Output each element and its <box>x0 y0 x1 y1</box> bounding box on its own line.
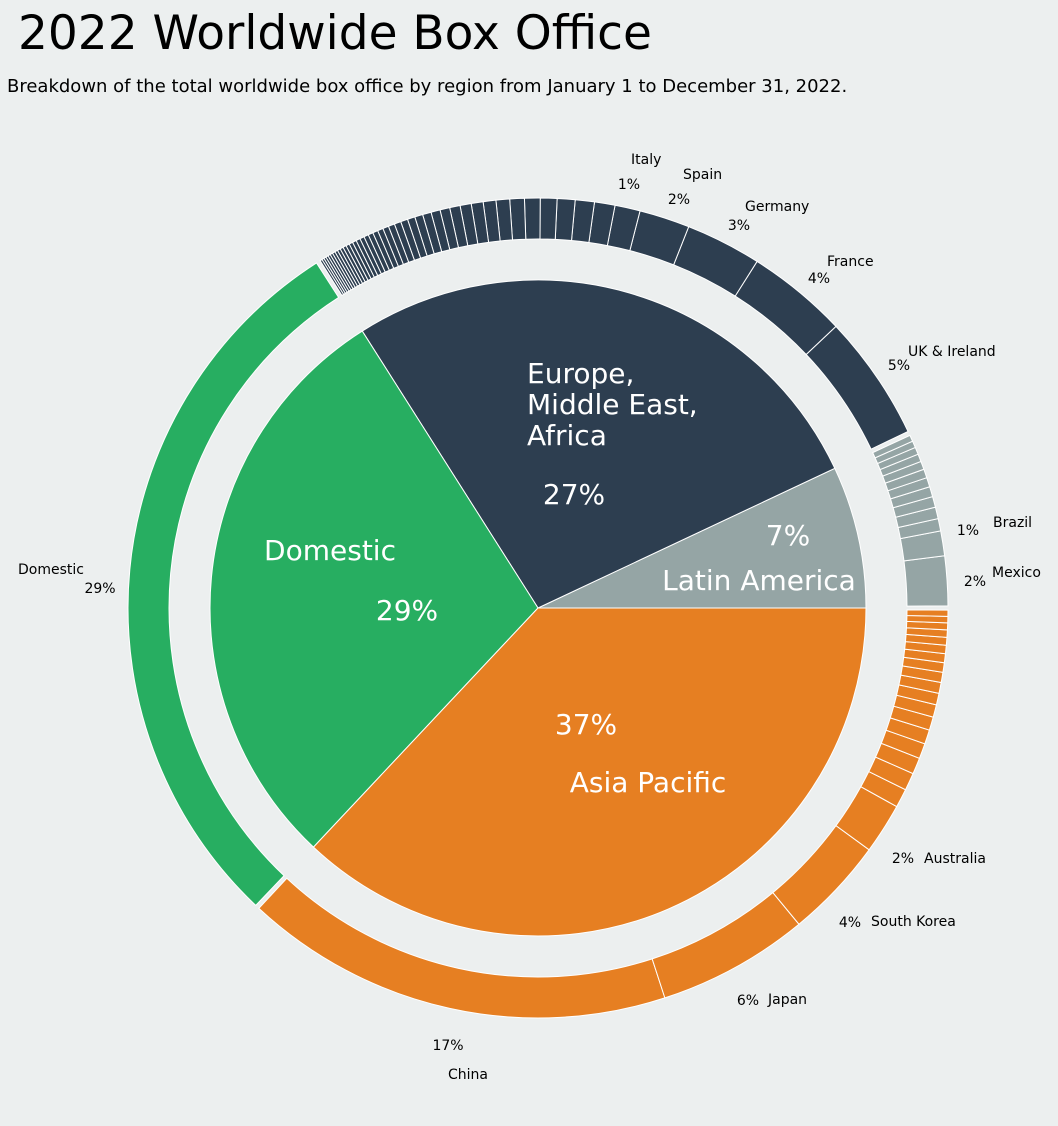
inner-wedge-domestic <box>209 330 539 848</box>
outer-segment-south-korea <box>772 824 870 925</box>
outer-pct-australia: 2% <box>892 851 914 867</box>
outer-segment-europe-middle-east-africa-other-4 <box>539 197 558 240</box>
outer-name-france: France <box>827 254 874 270</box>
inner-pct-latin-america: 7% <box>766 519 810 552</box>
outer-segment-europe-middle-east-africa-other-40 <box>319 258 345 297</box>
outer-name-china: China <box>448 1067 488 1083</box>
outer-pct-spain: 2% <box>668 192 690 208</box>
outer-name-domestic: Domestic <box>18 562 84 578</box>
inner-name-europe-middle-east-africa-0: Europe, <box>527 357 634 390</box>
outer-name-mexico: Mexico <box>992 565 1041 581</box>
outer-pct-italy: 1% <box>618 177 640 193</box>
inner-pie <box>209 279 867 937</box>
outer-pct-china: 17% <box>432 1038 463 1054</box>
inner-wedge-latin-america <box>537 467 867 609</box>
outer-segment-domestic <box>127 262 340 907</box>
outer-name-australia: Australia <box>924 851 986 867</box>
outer-name-germany: Germany <box>745 199 809 215</box>
outer-segment-japan <box>651 891 800 999</box>
inner-pct-domestic: 29% <box>376 594 438 627</box>
outer-segment-latin-america-other-11 <box>872 434 914 459</box>
outer-name-south-korea: South Korea <box>871 914 956 930</box>
outer-pct-brazil: 1% <box>957 523 979 539</box>
inner-name-domestic: Domestic <box>264 534 396 567</box>
inner-name-latin-america: Latin America <box>662 564 856 597</box>
outer-pct-south-korea: 4% <box>839 915 861 931</box>
inner-name-europe-middle-east-africa-2: Africa <box>527 419 607 452</box>
outer-segment-europe-middle-east-africa-other-3 <box>554 197 576 242</box>
chart-subtitle: Breakdown of the total worldwide box off… <box>7 76 848 97</box>
outer-name-japan: Japan <box>767 992 807 1008</box>
inner-wedge-asia-pacific <box>312 607 867 937</box>
outer-name-uk-ireland: UK & Ireland <box>908 344 996 360</box>
outer-name-brazil: Brazil <box>993 515 1032 531</box>
outer-pct-mexico: 2% <box>964 574 986 590</box>
outer-pct-uk-ireland: 5% <box>888 358 910 374</box>
inner-pct-asia-pacific: 37% <box>555 708 617 741</box>
outer-pct-japan: 6% <box>737 993 759 1009</box>
inner-name-europe-middle-east-africa-1: Middle East, <box>527 388 698 421</box>
outer-segment-asia-pacific-other-18 <box>906 609 949 617</box>
inner-pct-europe-middle-east-africa: 27% <box>543 478 605 511</box>
outer-segment-uk-ireland <box>805 325 909 450</box>
outer-pct-france: 4% <box>808 271 830 287</box>
inner-wedge-europe-middle-east-africa <box>361 279 836 609</box>
chart-title: 2022 Worldwide Box Office <box>18 6 652 61</box>
outer-segment-mexico <box>903 555 949 607</box>
outer-segment-europe-middle-east-africa-other-5 <box>523 197 541 240</box>
outer-name-italy: Italy <box>631 152 661 168</box>
outer-pct-domestic: 29% <box>84 581 115 597</box>
outer-ring <box>127 197 949 1019</box>
inner-name-asia-pacific: Asia Pacific <box>570 766 727 799</box>
outer-name-spain: Spain <box>683 167 722 183</box>
inner-labels: Latin America 7% Europe,Middle East,Africa… <box>264 357 856 799</box>
outer-pct-germany: 3% <box>728 218 750 234</box>
